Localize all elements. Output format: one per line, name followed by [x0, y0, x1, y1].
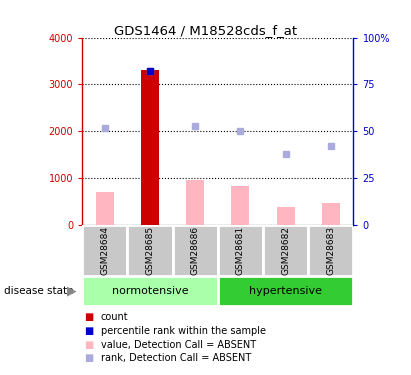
Bar: [96, 192, 114, 225]
Text: GSM28685: GSM28685: [145, 226, 155, 275]
Text: rank, Detection Call = ABSENT: rank, Detection Call = ABSENT: [101, 354, 251, 363]
Text: GSM28682: GSM28682: [281, 226, 290, 275]
Text: count: count: [101, 312, 128, 322]
Text: ■: ■: [84, 354, 94, 363]
Bar: [231, 186, 249, 225]
Text: hypertensive: hypertensive: [249, 286, 322, 296]
Bar: [218, 225, 263, 276]
Bar: [322, 202, 340, 225]
Bar: [141, 70, 159, 225]
Bar: [186, 180, 204, 225]
Bar: [127, 225, 173, 276]
Text: ■: ■: [84, 312, 94, 322]
Text: value, Detection Call = ABSENT: value, Detection Call = ABSENT: [101, 340, 256, 350]
Text: ▶: ▶: [67, 284, 77, 297]
Text: normotensive: normotensive: [112, 286, 188, 296]
Text: GSM28684: GSM28684: [100, 226, 109, 275]
Bar: [308, 225, 353, 276]
Bar: [277, 207, 295, 225]
Text: GSM28683: GSM28683: [326, 226, 335, 275]
Bar: [82, 276, 218, 306]
Text: GSM28686: GSM28686: [191, 226, 200, 275]
Bar: [218, 276, 353, 306]
Text: disease state: disease state: [4, 286, 74, 296]
Text: ■: ■: [84, 340, 94, 350]
Bar: [82, 225, 127, 276]
Text: GSM28681: GSM28681: [236, 226, 245, 275]
Text: percentile rank within the sample: percentile rank within the sample: [101, 326, 266, 336]
Text: GDS1464 / M18528cds_f_at: GDS1464 / M18528cds_f_at: [114, 24, 297, 38]
Bar: [263, 225, 308, 276]
Bar: [173, 225, 218, 276]
Text: ■: ■: [84, 326, 94, 336]
